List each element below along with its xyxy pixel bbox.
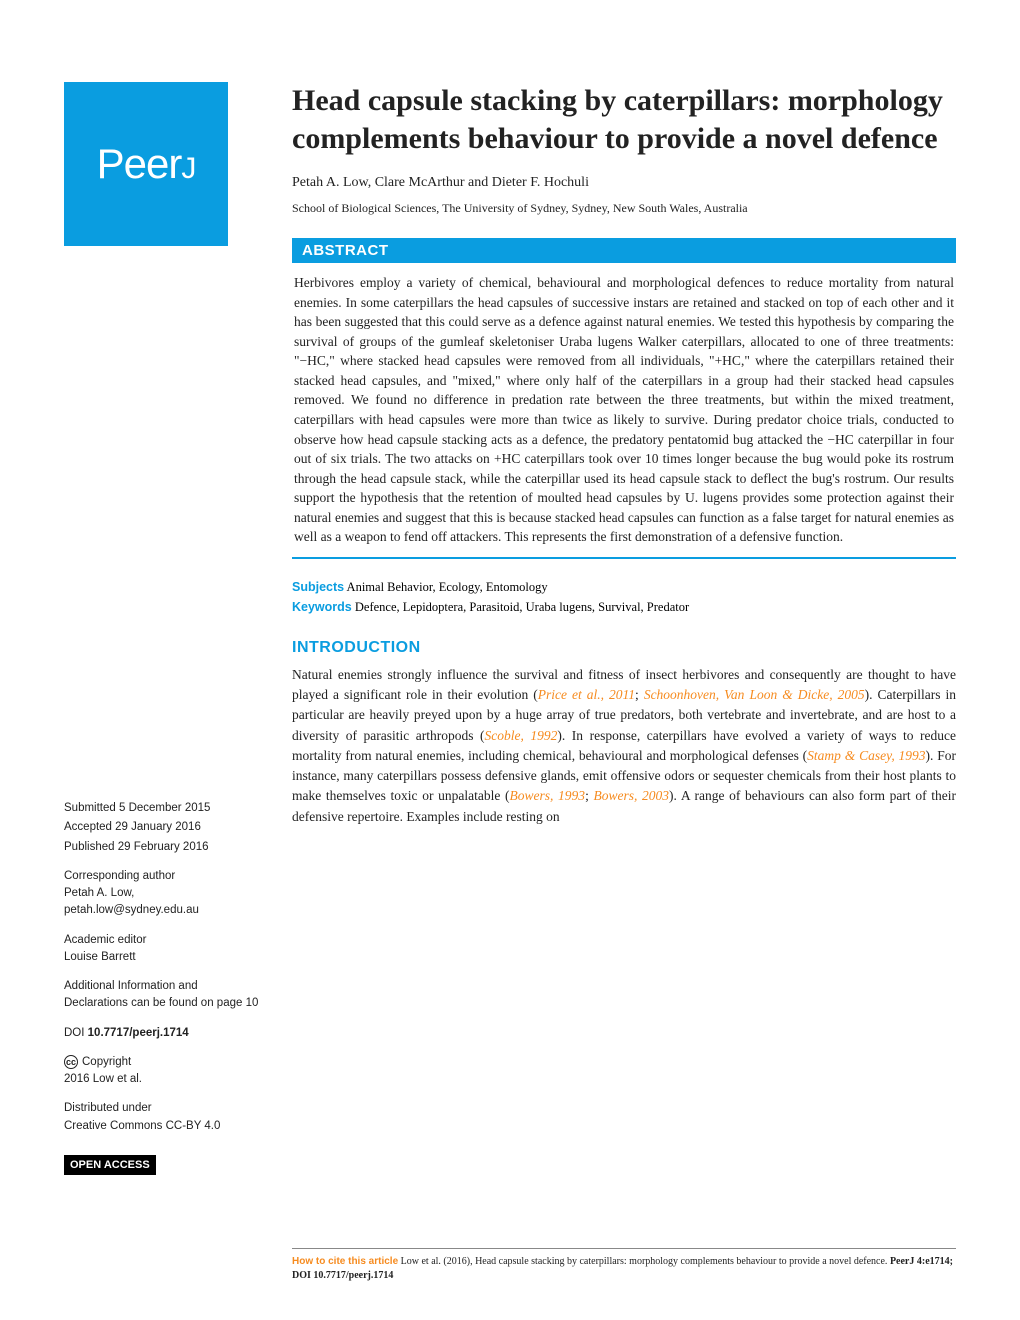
submitted-row: Submitted 5 December 2015 <box>64 800 264 817</box>
authors: Petah A. Low, Clare McArthur and Dieter … <box>292 175 956 191</box>
ref-link[interactable]: Bowers, 2003 <box>593 788 669 803</box>
corresponding-label: Corresponding author <box>64 868 264 885</box>
affiliation: School of Biological Sciences, The Unive… <box>292 201 956 216</box>
subjects-label: Subjects <box>292 580 344 594</box>
dates-section: Submitted 5 December 2015 Accepted 29 Ja… <box>64 800 264 856</box>
distributed-label: Distributed under <box>64 1100 264 1117</box>
published-label: Published <box>64 841 115 853</box>
distributed-text: Creative Commons CC-BY 4.0 <box>64 1118 264 1135</box>
citation-label: How to cite this article <box>292 1256 398 1267</box>
corresponding-name: Petah A. Low, <box>64 885 264 902</box>
open-access-badge: OPEN ACCESS <box>64 1155 156 1176</box>
ref-link[interactable]: Stamp & Casey, 1993 <box>807 748 925 763</box>
subjects-keywords: Subjects Animal Behavior, Ecology, Entom… <box>292 577 956 617</box>
corresponding-email[interactable]: petah.low@sydney.edu.au <box>64 902 264 919</box>
doi-label: DOI <box>64 1027 84 1039</box>
sidebar: Submitted 5 December 2015 Accepted 29 Ja… <box>64 800 264 1175</box>
citation-journal: PeerJ <box>890 1256 914 1267</box>
citation-footer: How to cite this article Low et al. (201… <box>292 1248 956 1282</box>
copyright-section: cc Copyright 2016 Low et al. <box>64 1054 264 1089</box>
article-title: Head capsule stacking by caterpillars: m… <box>292 82 956 157</box>
keywords-label: Keywords <box>292 600 352 614</box>
subjects-row: Subjects Animal Behavior, Ecology, Entom… <box>292 577 956 597</box>
accepted-label: Accepted <box>64 821 112 833</box>
cc-icon: cc <box>64 1055 78 1069</box>
published-row: Published 29 February 2016 <box>64 839 264 856</box>
ref-link[interactable]: Schoonhoven, Van Loon & Dicke, 2005 <box>644 687 865 702</box>
additional-info-section: Additional Information and Declarations … <box>64 978 264 1013</box>
keywords-text: Defence, Lepidoptera, Parasitoid, Uraba … <box>355 600 689 614</box>
accepted-date: 29 January 2016 <box>115 821 201 833</box>
subjects-text: Animal Behavior, Ecology, Entomology <box>347 580 548 594</box>
corresponding-author-section: Corresponding author Petah A. Low, petah… <box>64 868 264 920</box>
editor-name: Louise Barrett <box>64 949 264 966</box>
editor-section: Academic editor Louise Barrett <box>64 932 264 967</box>
abstract-body: Herbivores employ a variety of chemical,… <box>292 263 956 559</box>
keywords-row: Keywords Defence, Lepidoptera, Parasitoi… <box>292 597 956 617</box>
citation-text: Low et al. (2016), Head capsule stacking… <box>401 1256 890 1267</box>
accepted-row: Accepted 29 January 2016 <box>64 819 264 836</box>
distribution-section: Distributed under Creative Commons CC-BY… <box>64 1100 264 1135</box>
editor-label: Academic editor <box>64 932 264 949</box>
main-column: Head capsule stacking by caterpillars: m… <box>292 82 956 827</box>
submitted-date: 5 December 2015 <box>119 802 210 814</box>
intro-text: ; <box>635 687 644 702</box>
ref-link[interactable]: Scoble, 1992 <box>485 728 558 743</box>
copyright-text: 2016 Low et al. <box>64 1071 264 1088</box>
peerj-logo: PeerJ <box>64 82 228 246</box>
submitted-label: Submitted <box>64 802 116 814</box>
abstract-header: ABSTRACT <box>292 238 956 263</box>
doi-value[interactable]: 10.7717/peerj.1714 <box>88 1027 189 1039</box>
doi-section: DOI 10.7717/peerj.1714 <box>64 1025 264 1042</box>
introduction-header: INTRODUCTION <box>292 639 956 657</box>
copyright-label: Copyright <box>82 1054 131 1071</box>
copyright-row: cc Copyright <box>64 1054 264 1071</box>
introduction-body: Natural enemies strongly influence the s… <box>292 665 956 827</box>
ref-link[interactable]: Price et al., 2011 <box>538 687 635 702</box>
published-date: 29 February 2016 <box>118 841 209 853</box>
ref-link[interactable]: Bowers, 1993 <box>510 788 586 803</box>
logo-brand: PeerJ <box>97 140 196 188</box>
